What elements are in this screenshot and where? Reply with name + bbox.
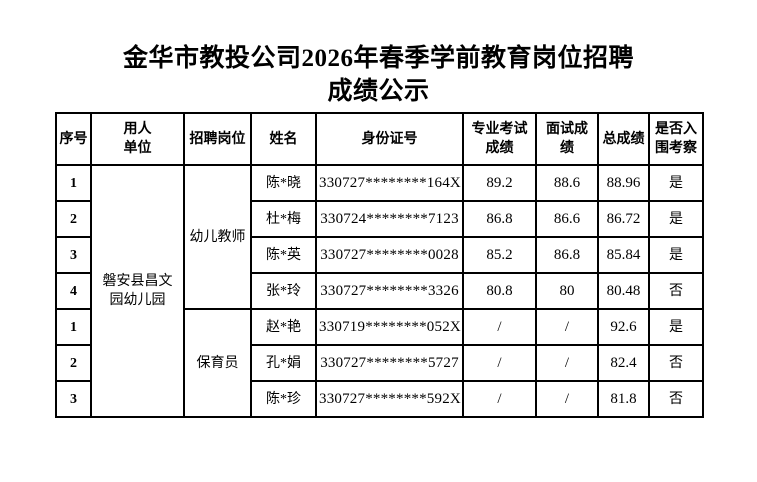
- cell-exam-score: /: [462, 380, 537, 418]
- cell-name: 陈*晓: [250, 164, 317, 202]
- header-cell-shortlisted: 是否入 围考察: [648, 112, 704, 166]
- cell-id-number: 330727********0028: [315, 236, 464, 274]
- header-cell-id-number: 身份证号: [315, 112, 464, 166]
- page-title-line-1: 金华市教投公司2026年春季学前教育岗位招聘: [122, 45, 634, 72]
- cell-total-score: 80.48: [597, 272, 650, 310]
- cell-no: 3: [55, 236, 92, 274]
- header-cell-exam-score: 专业考试 成绩: [462, 112, 537, 166]
- cell-shortlisted: 是: [648, 308, 704, 346]
- header-cell-interview-score: 面试成 绩: [535, 112, 599, 166]
- cell-interview-score: 88.6: [535, 164, 599, 202]
- cell-id-number: 330724********7123: [315, 200, 464, 238]
- cell-id-number: 330727********592X: [315, 380, 464, 418]
- cell-id-number: 330719********052X: [315, 308, 464, 346]
- cell-name: 陈*英: [250, 236, 317, 274]
- table-row: 2 孔*娟 330727********5727 / / 82.4 否: [55, 344, 704, 382]
- cell-name: 孔*娟: [250, 344, 317, 382]
- cell-name: 杜*梅: [250, 200, 317, 238]
- cell-name: 陈*珍: [250, 380, 317, 418]
- cell-interview-score: /: [535, 344, 599, 382]
- score-table: 序号 用人 单位 招聘岗位 姓名 身份证号 专业考试 成绩 面试成 绩 总成绩 …: [55, 112, 704, 418]
- cell-no: 2: [55, 200, 92, 238]
- cell-shortlisted: 是: [648, 236, 704, 274]
- cell-total-score: 85.84: [597, 236, 650, 274]
- cell-total-score: 88.96: [597, 164, 650, 202]
- cell-total-score: 86.72: [597, 200, 650, 238]
- table-header-row: 序号 用人 单位 招聘岗位 姓名 身份证号 专业考试 成绩 面试成 绩 总成绩 …: [55, 112, 704, 166]
- table-row: 1 保育员 赵*艳 330719********052X / / 92.6 是: [55, 308, 704, 418]
- cell-id-number: 330727********164X: [315, 164, 464, 202]
- cell-position: 幼儿教师: [183, 164, 252, 310]
- header-cell-name: 姓名: [250, 112, 317, 166]
- cell-exam-score: 85.2: [462, 236, 537, 274]
- cell-no: 4: [55, 272, 92, 310]
- page-title-line-2: 成绩公示: [327, 78, 430, 105]
- cell-no: 1: [55, 308, 92, 346]
- cell-exam-score: 89.2: [462, 164, 537, 202]
- cell-interview-score: 86.6: [535, 200, 599, 238]
- cell-no: 3: [55, 380, 92, 418]
- cell-interview-score: /: [535, 308, 599, 346]
- header-cell-total-score: 总成绩: [597, 112, 650, 166]
- cell-id-number: 330727********5727: [315, 344, 464, 382]
- cell-shortlisted: 是: [648, 200, 704, 238]
- cell-id-number: 330727********3326: [315, 272, 464, 310]
- cell-exam-score: /: [462, 344, 537, 382]
- header-cell-position: 招聘岗位: [183, 112, 252, 166]
- cell-exam-score: /: [462, 308, 537, 346]
- cell-employer: 磐安县昌文 园幼儿园: [90, 164, 185, 418]
- cell-no: 2: [55, 344, 92, 382]
- cell-interview-score: 80: [535, 272, 599, 310]
- cell-shortlisted: 否: [648, 380, 704, 418]
- cell-no: 1: [55, 164, 92, 202]
- cell-exam-score: 86.8: [462, 200, 537, 238]
- cell-shortlisted: 是: [648, 164, 704, 202]
- table-row: 3 陈*英 330727********0028 85.2 86.8 85.84…: [55, 236, 704, 274]
- cell-interview-score: /: [535, 380, 599, 418]
- table-row: 3 陈*珍 330727********592X / / 81.8 否: [55, 380, 704, 418]
- table-row: 4 张*玲 330727********3326 80.8 80 80.48 否: [55, 272, 704, 310]
- cell-shortlisted: 否: [648, 272, 704, 310]
- cell-total-score: 81.8: [597, 380, 650, 418]
- cell-name: 赵*艳: [250, 308, 317, 346]
- cell-interview-score: 86.8: [535, 236, 599, 274]
- cell-total-score: 92.6: [597, 308, 650, 346]
- cell-exam-score: 80.8: [462, 272, 537, 310]
- cell-name: 张*玲: [250, 272, 317, 310]
- cell-total-score: 82.4: [597, 344, 650, 382]
- header-cell-employer: 用人 单位: [90, 112, 185, 166]
- cell-shortlisted: 否: [648, 344, 704, 382]
- table-row: 1 磐安县昌文 园幼儿园 幼儿教师 陈*晓 330727********164X…: [55, 164, 704, 418]
- header-cell-no: 序号: [55, 112, 92, 166]
- page-title: 金华市教投公司2026年春季学前教育岗位招聘 成绩公示: [0, 42, 757, 108]
- cell-position: 保育员: [183, 308, 252, 418]
- table-row: 2 杜*梅 330724********7123 86.8 86.6 86.72…: [55, 200, 704, 238]
